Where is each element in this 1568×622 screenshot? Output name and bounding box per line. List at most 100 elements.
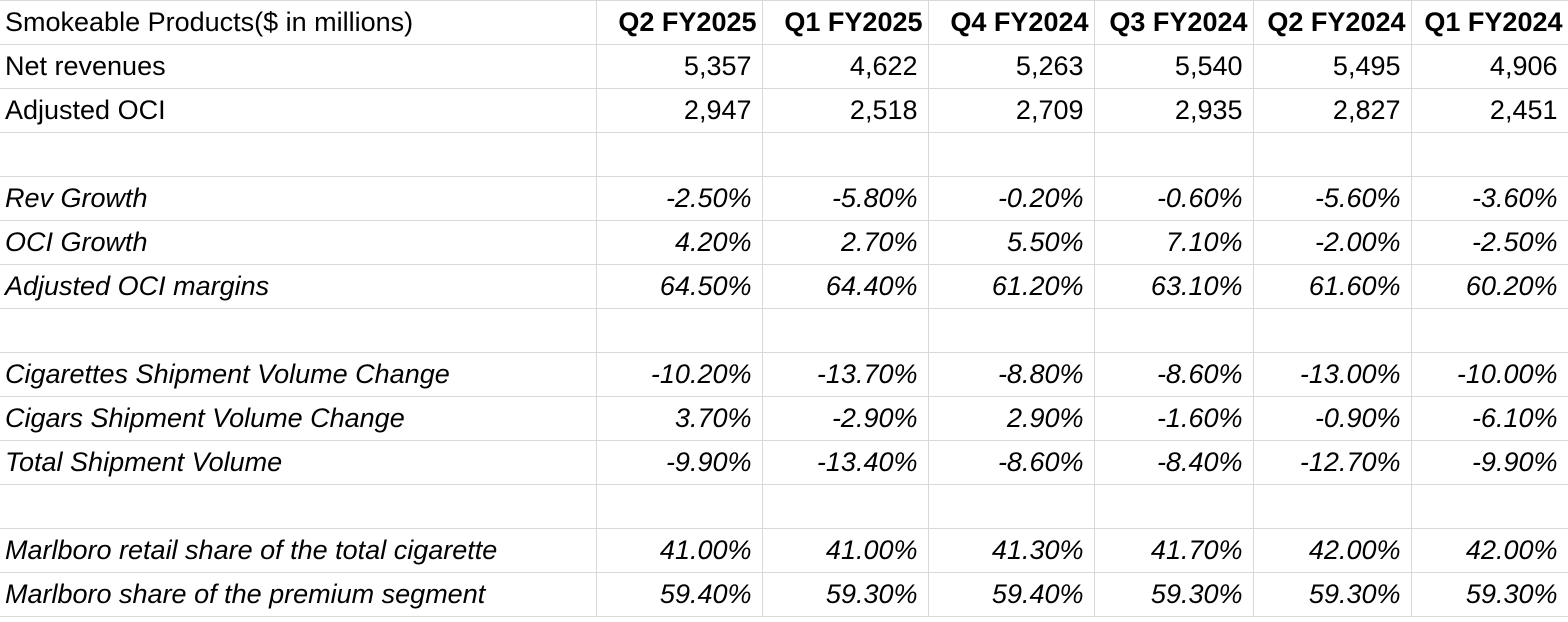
value-cell[interactable]: 60.20% bbox=[1411, 264, 1568, 309]
value-cell[interactable]: 64.50% bbox=[596, 264, 763, 309]
value-cell[interactable]: -6.10% bbox=[1411, 396, 1568, 441]
value-cell[interactable]: -8.40% bbox=[1094, 440, 1254, 485]
value-cell[interactable]: 63.10% bbox=[1094, 264, 1254, 309]
value-cell[interactable]: 41.00% bbox=[596, 528, 763, 573]
value-cell[interactable]: -9.90% bbox=[1411, 440, 1568, 485]
value-cell[interactable] bbox=[928, 132, 1095, 177]
value-cell[interactable]: 7.10% bbox=[1094, 220, 1254, 265]
value-cell[interactable]: -5.60% bbox=[1253, 176, 1412, 221]
value-cell[interactable]: 2,947 bbox=[596, 88, 763, 133]
value-cell[interactable]: 4.20% bbox=[596, 220, 763, 265]
value-cell[interactable]: 64.40% bbox=[762, 264, 929, 309]
row-label-cell[interactable]: Marlboro retail share of the total cigar… bbox=[0, 528, 597, 573]
value-cell[interactable]: 42.00% bbox=[1253, 528, 1412, 573]
value-cell[interactable]: 41.00% bbox=[762, 528, 929, 573]
value-cell[interactable]: -10.20% bbox=[596, 352, 763, 397]
header-cell-q3-fy2024[interactable]: Q3 FY2024 bbox=[1094, 0, 1254, 45]
value-cell[interactable]: 2,827 bbox=[1253, 88, 1412, 133]
row-label-cell[interactable] bbox=[0, 132, 597, 177]
value-cell[interactable]: 61.20% bbox=[928, 264, 1095, 309]
value-cell[interactable] bbox=[1411, 484, 1568, 529]
value-cell[interactable]: -13.40% bbox=[762, 440, 929, 485]
value-cell[interactable]: 5,263 bbox=[928, 44, 1095, 89]
value-cell[interactable]: -2.90% bbox=[762, 396, 929, 441]
row-label-cell[interactable]: Cigars Shipment Volume Change bbox=[0, 396, 597, 441]
row-label-cell[interactable]: Net revenues bbox=[0, 44, 597, 89]
row-label-cell[interactable] bbox=[0, 484, 597, 529]
value-cell[interactable]: -2.50% bbox=[1411, 220, 1568, 265]
value-cell[interactable]: 42.00% bbox=[1411, 528, 1568, 573]
value-cell[interactable]: 2,709 bbox=[928, 88, 1095, 133]
row-label-cell[interactable]: Rev Growth bbox=[0, 176, 597, 221]
value-cell[interactable]: 2.70% bbox=[762, 220, 929, 265]
spacer-row bbox=[0, 132, 1568, 177]
value-cell[interactable]: 4,906 bbox=[1411, 44, 1568, 89]
value-cell[interactable] bbox=[1094, 132, 1254, 177]
value-cell[interactable]: 59.30% bbox=[1253, 572, 1412, 617]
value-cell[interactable] bbox=[1253, 484, 1412, 529]
value-cell[interactable]: 59.40% bbox=[928, 572, 1095, 617]
value-cell[interactable] bbox=[1253, 308, 1412, 353]
value-cell[interactable] bbox=[1094, 308, 1254, 353]
value-cell[interactable] bbox=[1253, 132, 1412, 177]
value-cell[interactable] bbox=[762, 308, 929, 353]
value-cell[interactable]: 59.30% bbox=[1094, 572, 1254, 617]
value-cell[interactable]: 41.30% bbox=[928, 528, 1095, 573]
header-cell-q1-fy2025[interactable]: Q1 FY2025 bbox=[762, 0, 929, 45]
value-cell[interactable]: 61.60% bbox=[1253, 264, 1412, 309]
row-label-cell[interactable]: OCI Growth bbox=[0, 220, 597, 265]
value-cell[interactable]: -2.00% bbox=[1253, 220, 1412, 265]
value-cell[interactable]: 2.90% bbox=[928, 396, 1095, 441]
value-cell[interactable] bbox=[1411, 308, 1568, 353]
row-label-cell[interactable]: Cigarettes Shipment Volume Change bbox=[0, 352, 597, 397]
value-cell[interactable]: -0.20% bbox=[928, 176, 1095, 221]
row-label-cell[interactable] bbox=[0, 308, 597, 353]
header-label-cell[interactable]: Smokeable Products($ in millions) bbox=[0, 0, 597, 45]
value-cell[interactable] bbox=[596, 132, 763, 177]
table-row: Adjusted OCI 2,947 2,518 2,709 2,935 2,827 2,4… bbox=[0, 88, 1568, 133]
row-label-cell[interactable]: Marlboro share of the premium segment bbox=[0, 572, 597, 617]
value-cell[interactable]: -1.60% bbox=[1094, 396, 1254, 441]
value-cell[interactable]: 2,518 bbox=[762, 88, 929, 133]
header-cell-q2-fy2025[interactable]: Q2 FY2025 bbox=[596, 0, 763, 45]
value-cell[interactable]: 5,495 bbox=[1253, 44, 1412, 89]
value-cell[interactable]: 59.40% bbox=[596, 572, 763, 617]
value-cell[interactable]: -0.60% bbox=[1094, 176, 1254, 221]
value-cell[interactable] bbox=[596, 308, 763, 353]
value-cell[interactable]: 5.50% bbox=[928, 220, 1095, 265]
value-cell[interactable] bbox=[928, 308, 1095, 353]
value-cell[interactable] bbox=[928, 484, 1095, 529]
value-cell[interactable]: 2,935 bbox=[1094, 88, 1254, 133]
value-cell[interactable]: 59.30% bbox=[1411, 572, 1568, 617]
value-cell[interactable]: -10.00% bbox=[1411, 352, 1568, 397]
value-cell[interactable] bbox=[596, 484, 763, 529]
value-cell[interactable]: -12.70% bbox=[1253, 440, 1412, 485]
value-cell[interactable]: -13.70% bbox=[762, 352, 929, 397]
value-cell[interactable]: -13.00% bbox=[1253, 352, 1412, 397]
value-cell[interactable] bbox=[762, 484, 929, 529]
value-cell[interactable]: 41.70% bbox=[1094, 528, 1254, 573]
value-cell[interactable]: 5,357 bbox=[596, 44, 763, 89]
value-cell[interactable] bbox=[762, 132, 929, 177]
row-label-cell[interactable]: Total Shipment Volume bbox=[0, 440, 597, 485]
value-cell[interactable]: -0.90% bbox=[1253, 396, 1412, 441]
row-label-cell[interactable]: Adjusted OCI bbox=[0, 88, 597, 133]
value-cell[interactable]: 5,540 bbox=[1094, 44, 1254, 89]
header-cell-q4-fy2024[interactable]: Q4 FY2024 bbox=[928, 0, 1095, 45]
value-cell[interactable]: -8.60% bbox=[1094, 352, 1254, 397]
value-cell[interactable]: -9.90% bbox=[596, 440, 763, 485]
header-cell-q1-fy2024[interactable]: Q1 FY2024 bbox=[1411, 0, 1568, 45]
value-cell[interactable]: 59.30% bbox=[762, 572, 929, 617]
value-cell[interactable] bbox=[1411, 132, 1568, 177]
value-cell[interactable]: -8.60% bbox=[928, 440, 1095, 485]
value-cell[interactable]: -5.80% bbox=[762, 176, 929, 221]
value-cell[interactable]: 3.70% bbox=[596, 396, 763, 441]
value-cell[interactable] bbox=[1094, 484, 1254, 529]
value-cell[interactable]: -2.50% bbox=[596, 176, 763, 221]
header-cell-q2-fy2024[interactable]: Q2 FY2024 bbox=[1253, 0, 1412, 45]
row-label-cell[interactable]: Adjusted OCI margins bbox=[0, 264, 597, 309]
value-cell[interactable]: -3.60% bbox=[1411, 176, 1568, 221]
value-cell[interactable]: 2,451 bbox=[1411, 88, 1568, 133]
value-cell[interactable]: -8.80% bbox=[928, 352, 1095, 397]
value-cell[interactable]: 4,622 bbox=[762, 44, 929, 89]
